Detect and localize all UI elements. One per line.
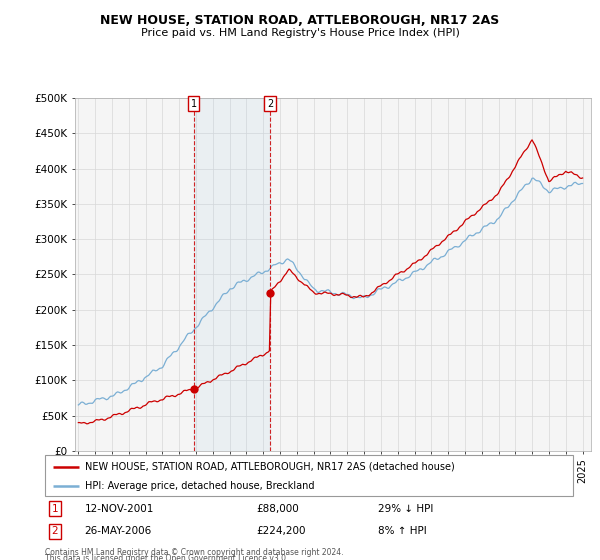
Text: 2: 2	[267, 99, 273, 109]
Text: Contains HM Land Registry data © Crown copyright and database right 2024.: Contains HM Land Registry data © Crown c…	[45, 548, 343, 557]
Text: 26-MAY-2006: 26-MAY-2006	[85, 526, 152, 536]
Text: 1: 1	[52, 503, 58, 514]
Text: NEW HOUSE, STATION ROAD, ATTLEBOROUGH, NR17 2AS: NEW HOUSE, STATION ROAD, ATTLEBOROUGH, N…	[100, 14, 500, 27]
Text: £88,000: £88,000	[256, 503, 299, 514]
Text: 8% ↑ HPI: 8% ↑ HPI	[377, 526, 427, 536]
Text: £224,200: £224,200	[256, 526, 306, 536]
Text: HPI: Average price, detached house, Breckland: HPI: Average price, detached house, Brec…	[85, 480, 314, 491]
Text: 2: 2	[52, 526, 58, 536]
Text: 29% ↓ HPI: 29% ↓ HPI	[377, 503, 433, 514]
Text: This data is licensed under the Open Government Licence v3.0.: This data is licensed under the Open Gov…	[45, 554, 289, 560]
Text: 12-NOV-2001: 12-NOV-2001	[85, 503, 154, 514]
Bar	[194, 98, 270, 451]
Text: 1: 1	[191, 99, 197, 109]
Text: Price paid vs. HM Land Registry's House Price Index (HPI): Price paid vs. HM Land Registry's House …	[140, 28, 460, 38]
Text: NEW HOUSE, STATION ROAD, ATTLEBOROUGH, NR17 2AS (detached house): NEW HOUSE, STATION ROAD, ATTLEBOROUGH, N…	[85, 461, 454, 472]
